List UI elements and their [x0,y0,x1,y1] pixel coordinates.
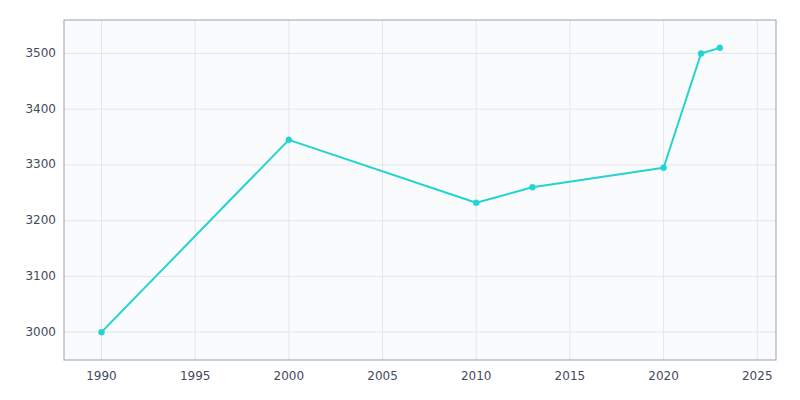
point [473,200,479,206]
y-tick-label: 3100 [25,269,56,283]
y-tick-label: 3400 [25,102,56,116]
x-tick-label: 1995 [180,369,211,383]
point [286,137,292,143]
x-grid-line [195,20,196,360]
y-tick-label: 3500 [25,46,56,60]
series [98,45,722,335]
x-tick-label: 2025 [742,369,773,383]
x-grid-line [663,20,664,360]
y-grid-line [64,220,776,221]
grid [64,20,776,360]
x-tick-label: 2010 [461,369,492,383]
chart-svg: 3000 3100 3200 3300 3400 3500 1990 1995 2000 2005… [0,0,800,400]
x-grid-line [382,20,383,360]
plot-background [64,20,776,360]
y-grid-line [64,109,776,110]
point [98,329,104,335]
y-tick-label: 3300 [25,157,56,171]
x-grid-line [757,20,758,360]
x-tick-label: 2005 [367,369,398,383]
chart-container: 3000 3100 3200 3300 3400 3500 1990 1995 2000 2005… [0,0,800,400]
y-grid-line [64,332,776,333]
point [698,50,704,56]
x-grid-line [569,20,570,360]
line [101,48,719,332]
x-grid-line [476,20,477,360]
x-grid-line [288,20,289,360]
y-grid-line [64,164,776,165]
x-tick-label: 1990 [86,369,117,383]
point [717,45,723,51]
point [529,184,535,190]
plot-frame [64,20,776,360]
point [661,165,667,171]
y-grid-line [64,276,776,277]
x-grid-line [101,20,102,360]
y-tick-label: 3000 [25,325,56,339]
y-grid-line [64,53,776,54]
x-tick-label: 2000 [274,369,305,383]
x-tick-label: 2015 [555,369,586,383]
axes: 3000 3100 3200 3300 3400 3500 1990 1995 2000 2005… [25,46,772,383]
y-tick-label: 3200 [25,213,56,227]
x-tick-label: 2020 [648,369,679,383]
